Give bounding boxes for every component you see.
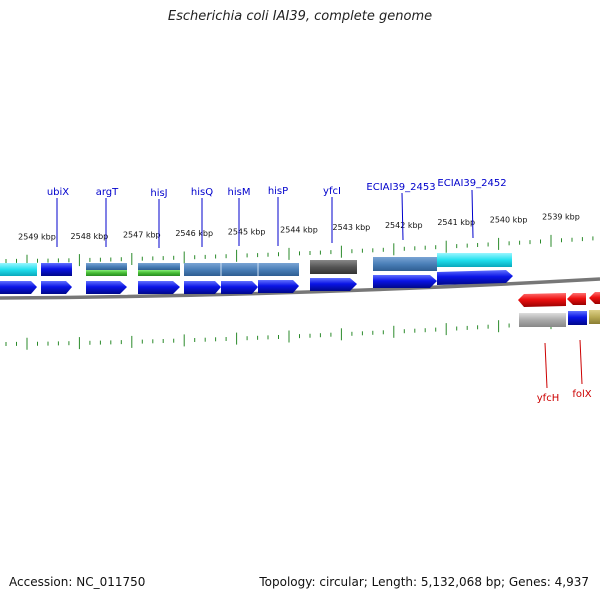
reverse-cds-row [518, 292, 600, 327]
feature-blocks-row [0, 253, 512, 276]
cds-arrow-reverse [518, 293, 566, 307]
gene-label-group: hisJ [150, 188, 168, 248]
gene-label: ECIAI39_2452 [437, 178, 506, 189]
accession-label: Accession: NC_011750 [9, 575, 146, 589]
upper-scale-ticks [5, 234, 594, 267]
feature-block-dark-gray [310, 260, 357, 274]
gene-label-group: hisP [268, 186, 288, 246]
feature-block-blue [41, 263, 72, 276]
gene-leader-line [579, 339, 583, 385]
kbp-scale-labels: 2549 kbp 2548 kbp 2547 kbp 2546 kbp 2545 kbp… [18, 212, 580, 241]
cds-arrow-reverse [567, 293, 586, 305]
feature-block-steel [86, 263, 127, 270]
kbp-label: 2546 kbp [175, 229, 213, 238]
cds-arrow [0, 281, 37, 294]
gene-label: yfcH [537, 393, 559, 404]
kbp-label: 2539 kbp [542, 212, 580, 221]
cds-arrow [437, 270, 513, 285]
feature-block-light-gray [519, 313, 566, 327]
feature-block-steel [184, 263, 299, 276]
gene-leader-line [471, 189, 474, 239]
gene-label: hisM [228, 187, 251, 198]
kbp-label: 2548 kbp [71, 232, 109, 241]
reverse-gene-labels: yfcH folX [537, 339, 592, 404]
gene-label: ECIAI39_2453 [366, 182, 435, 193]
feature-block-cyan [437, 253, 512, 267]
gene-label-group: folX [572, 339, 592, 400]
cds-arrow [373, 275, 437, 288]
gene-label: hisQ [191, 187, 213, 198]
map-title: Escherichia coli IAI39, complete genome [167, 9, 433, 24]
gene-label-group: yfcI [323, 186, 341, 243]
genome-summary: Topology: circular; Length: 5,132,068 bp… [259, 575, 589, 589]
gene-label: yfcI [323, 186, 341, 197]
kbp-label: 2545 kbp [228, 228, 266, 237]
cds-arrow [310, 278, 357, 291]
kbp-label: 2540 kbp [490, 215, 528, 224]
gene-label-group: yfcH [537, 342, 559, 404]
cds-arrow [184, 281, 221, 294]
gene-label: argT [96, 187, 119, 198]
kbp-label: 2549 kbp [18, 233, 56, 242]
cds-arrow [138, 281, 180, 294]
cds-arrow [86, 281, 127, 294]
gene-label-group: hisQ [191, 187, 213, 247]
gene-label: ubiX [47, 187, 69, 198]
kbp-label: 2542 kbp [385, 221, 423, 230]
forward-gene-labels: ubiX argT hisJ hisQ hisM hisP yfcI ECIA [47, 178, 507, 248]
feature-block-steel [138, 263, 180, 270]
gene-label-group: ECIAI39_2453 [366, 182, 436, 241]
cds-arrow-reverse [589, 292, 600, 304]
kbp-label: 2543 kbp [333, 223, 371, 232]
cds-arrow [221, 281, 258, 294]
cds-arrow [258, 280, 299, 293]
gene-label-group: ubiX [47, 187, 69, 247]
forward-cds-row [0, 270, 513, 294]
gene-label: hisJ [150, 188, 167, 199]
feature-block-green [138, 270, 180, 276]
gene-leader-line [401, 192, 404, 241]
genome-backbone [0, 277, 600, 300]
kbp-label: 2547 kbp [123, 231, 161, 240]
feature-block-khaki [589, 310, 600, 324]
cds-arrow [41, 281, 72, 294]
feature-block-green [86, 270, 127, 276]
gene-leader-line [544, 342, 548, 389]
gene-label-group: ECIAI39_2452 [437, 178, 507, 239]
kbp-label: 2544 kbp [280, 226, 318, 235]
feature-block-steel [373, 257, 437, 271]
gene-label: folX [572, 389, 591, 400]
lower-scale-ticks [5, 317, 594, 350]
feature-block-cyan [0, 263, 37, 276]
gene-label-group: hisM [228, 187, 251, 246]
kbp-label: 2541 kbp [437, 218, 475, 227]
gene-label-group: argT [96, 187, 119, 247]
gene-label: hisP [268, 186, 288, 197]
feature-block-blue [568, 311, 587, 325]
